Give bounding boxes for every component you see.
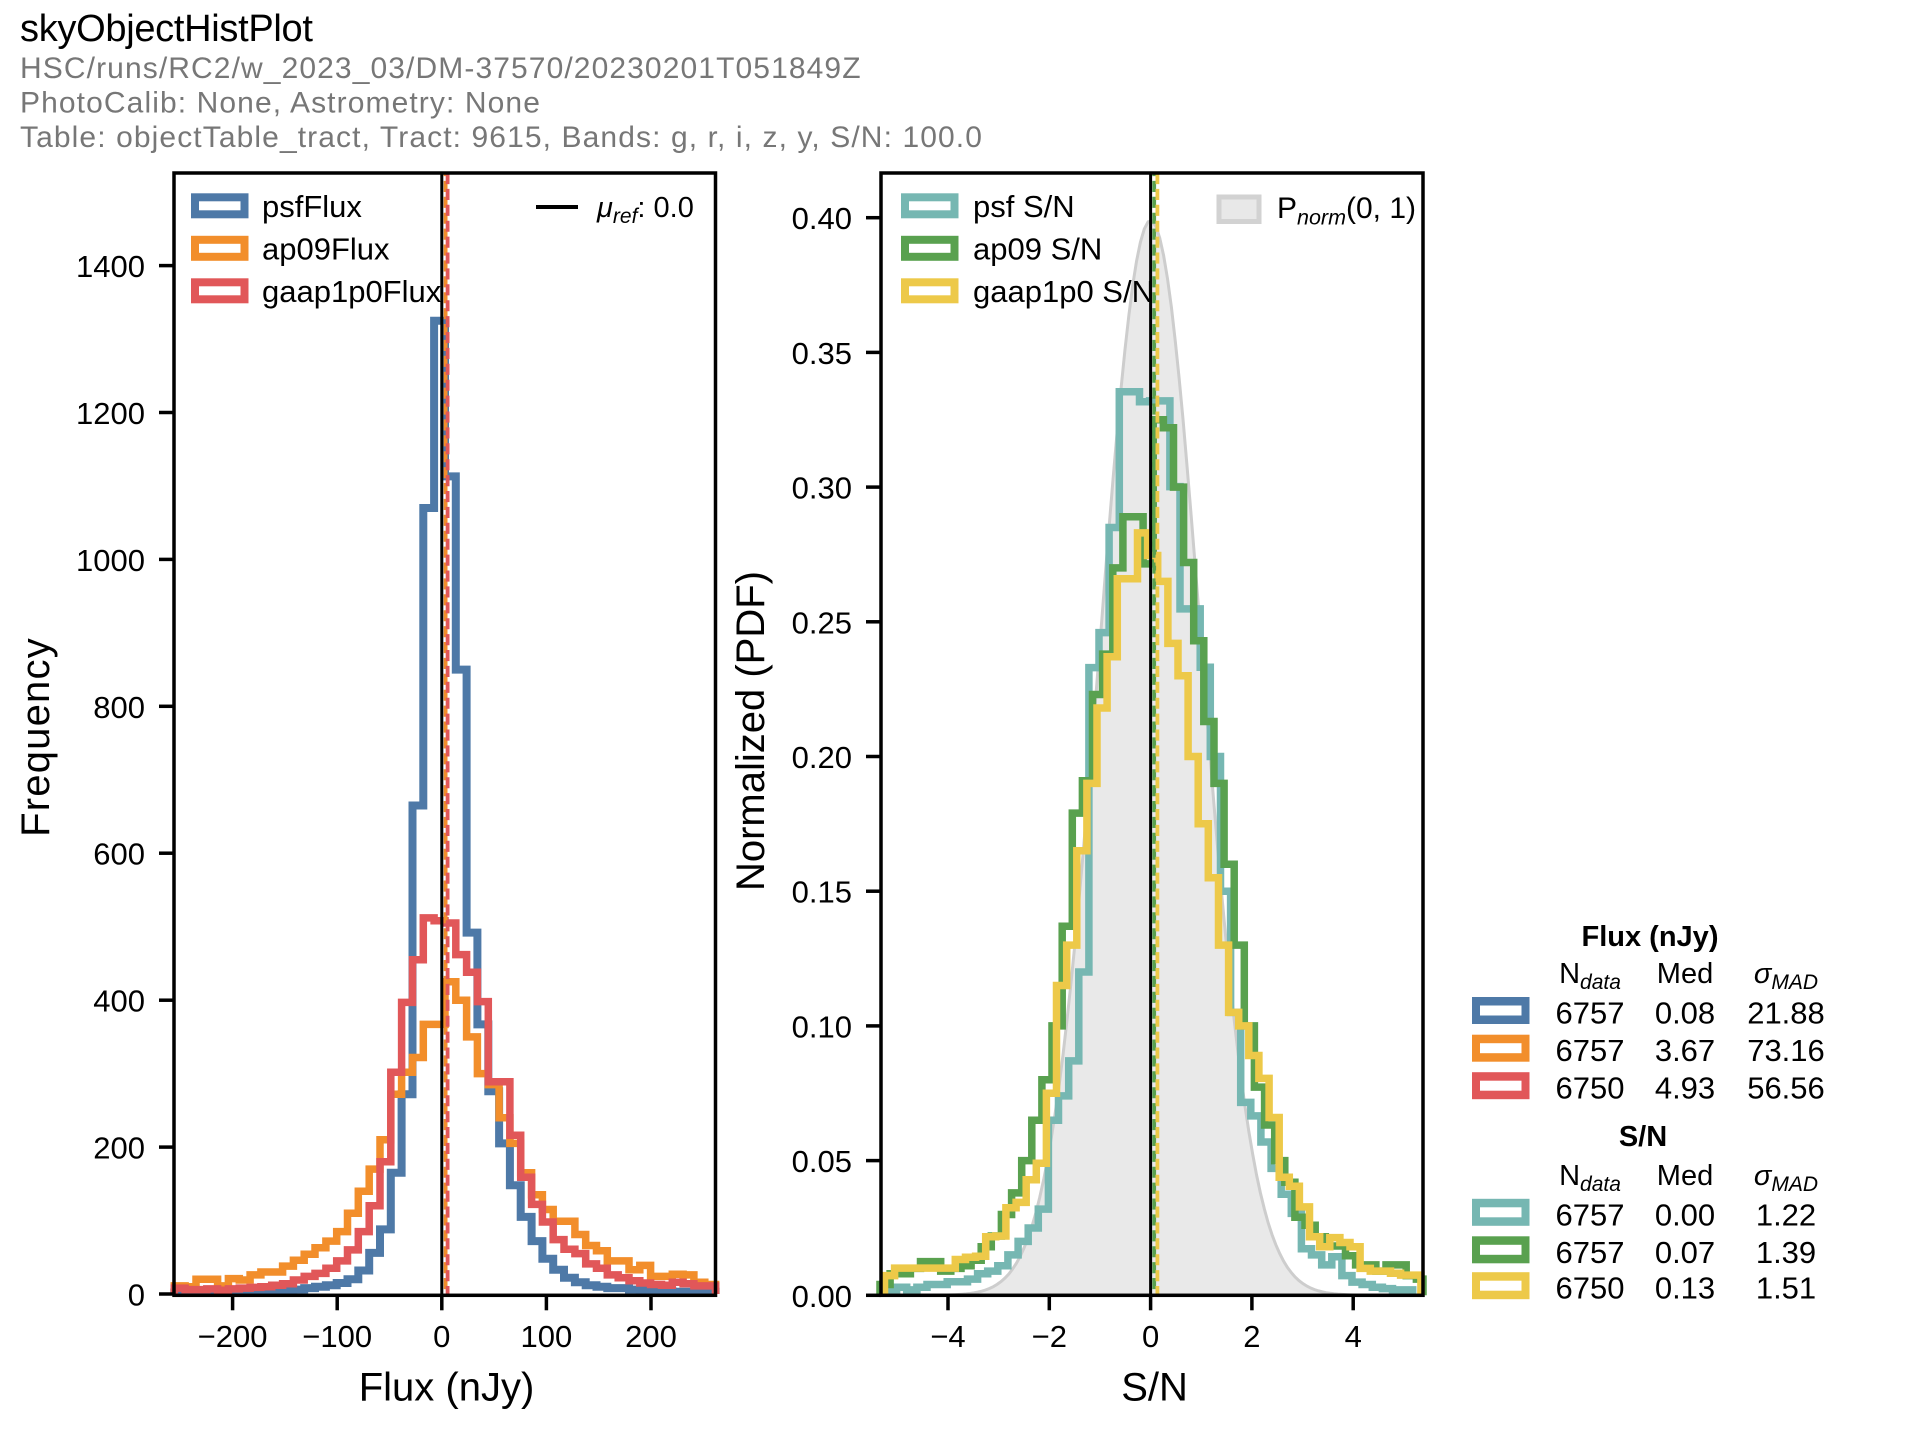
svg-text:psfFlux: psfFlux [262, 189, 362, 224]
svg-text:600: 600 [93, 837, 145, 872]
svg-text:σMAD: σMAD [1754, 958, 1818, 994]
svg-text:0.10: 0.10 [792, 1009, 852, 1044]
svg-text:0.05: 0.05 [792, 1144, 852, 1179]
svg-text:ap09Flux: ap09Flux [262, 232, 390, 267]
svg-text:6750: 6750 [1556, 1271, 1625, 1306]
svg-text:−200: −200 [198, 1319, 268, 1354]
svg-text:6757: 6757 [1556, 1197, 1625, 1232]
svg-text:Normalized (PDF): Normalized (PDF) [729, 571, 773, 891]
svg-text:PhotoCalib: None, Astrometry:: PhotoCalib: None, Astrometry: None [20, 87, 541, 120]
svg-text:3.67: 3.67 [1655, 1033, 1715, 1068]
svg-text:0: 0 [433, 1319, 450, 1354]
svg-text:0: 0 [1142, 1319, 1159, 1354]
svg-text:100: 100 [521, 1319, 573, 1354]
svg-text:Flux (nJy): Flux (nJy) [1582, 921, 1719, 953]
svg-text:skyObjectHistPlot: skyObjectHistPlot [20, 8, 313, 50]
svg-text:0: 0 [128, 1278, 145, 1313]
svg-text:56.56: 56.56 [1747, 1071, 1825, 1106]
svg-text:Table: objectTable_tract, Trac: Table: objectTable_tract, Tract: 9615, B… [20, 121, 983, 154]
svg-text:21.88: 21.88 [1747, 996, 1825, 1031]
svg-text:gaap1p0Flux: gaap1p0Flux [262, 274, 442, 309]
svg-text:0.08: 0.08 [1655, 996, 1715, 1031]
svg-text:psf S/N: psf S/N [973, 189, 1075, 224]
svg-text:6757: 6757 [1556, 1033, 1625, 1068]
svg-text:1.22: 1.22 [1756, 1197, 1816, 1232]
svg-text:6757: 6757 [1556, 1235, 1625, 1270]
svg-text:0.40: 0.40 [792, 201, 852, 236]
svg-text:2: 2 [1243, 1319, 1260, 1354]
svg-text:1400: 1400 [76, 249, 145, 284]
svg-text:1.39: 1.39 [1756, 1235, 1816, 1270]
svg-text:800: 800 [93, 690, 145, 725]
svg-text:1.51: 1.51 [1756, 1271, 1816, 1306]
svg-text:6757: 6757 [1556, 996, 1625, 1031]
svg-text:0.15: 0.15 [792, 875, 852, 910]
svg-text:Med: Med [1657, 958, 1713, 990]
svg-text:−100: −100 [302, 1319, 372, 1354]
svg-text:0.25: 0.25 [792, 605, 852, 640]
svg-text:0.30: 0.30 [792, 471, 852, 506]
svg-text:4: 4 [1345, 1319, 1362, 1354]
svg-text:σMAD: σMAD [1754, 1160, 1818, 1196]
svg-text:Med: Med [1657, 1160, 1713, 1192]
svg-text:6750: 6750 [1556, 1071, 1625, 1106]
svg-text:0.00: 0.00 [1655, 1197, 1715, 1232]
svg-text:0.07: 0.07 [1655, 1235, 1715, 1270]
svg-text:Frequency: Frequency [14, 637, 58, 837]
svg-text:S/N: S/N [1121, 1366, 1188, 1410]
svg-text:μref: 0.0: μref: 0.0 [596, 192, 694, 228]
svg-text:1200: 1200 [76, 396, 145, 431]
svg-text:0.20: 0.20 [792, 740, 852, 775]
svg-text:ap09 S/N: ap09 S/N [973, 232, 1102, 267]
svg-text:73.16: 73.16 [1747, 1033, 1825, 1068]
svg-text:200: 200 [93, 1131, 145, 1166]
svg-text:HSC/runs/RC2/w_2023_03/DM-3757: HSC/runs/RC2/w_2023_03/DM-37570/20230201… [20, 52, 862, 85]
svg-text:200: 200 [625, 1319, 677, 1354]
svg-text:0.00: 0.00 [792, 1279, 852, 1314]
svg-text:0.13: 0.13 [1655, 1271, 1715, 1306]
svg-text:−4: −4 [930, 1319, 965, 1354]
svg-text:Flux (nJy): Flux (nJy) [359, 1366, 535, 1410]
svg-text:gaap1p0 S/N: gaap1p0 S/N [973, 274, 1154, 309]
svg-text:S/N: S/N [1619, 1121, 1667, 1153]
svg-text:1000: 1000 [76, 543, 145, 578]
svg-text:Pnorm(0, 1): Pnorm(0, 1) [1277, 192, 1416, 230]
svg-text:4.93: 4.93 [1655, 1071, 1715, 1106]
svg-text:−2: −2 [1032, 1319, 1067, 1354]
svg-text:0.35: 0.35 [792, 336, 852, 371]
svg-text:400: 400 [93, 984, 145, 1019]
